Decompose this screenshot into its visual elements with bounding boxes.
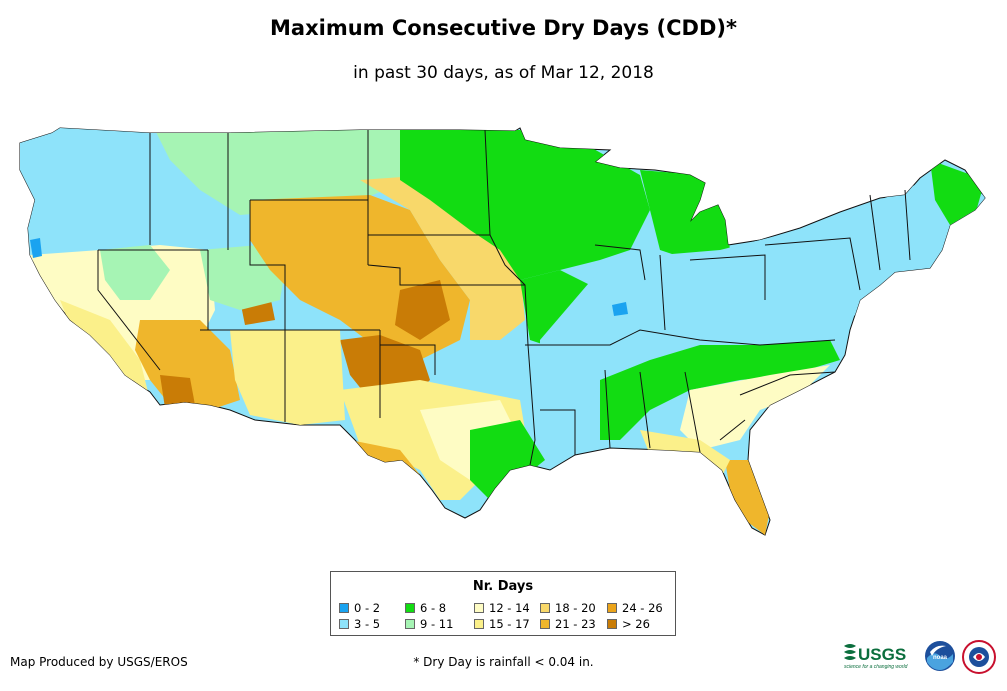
zone-florida-21-23 (725, 460, 770, 535)
legend: Nr. Days 0 - 2 3 - 5 6 - 8 9 - 11 12 - 1… (330, 571, 676, 636)
footnote: * Dry Day is rainfall < 0.04 in. (413, 655, 594, 669)
legend-swatch (405, 603, 415, 613)
zone-carolinas-12-14 (680, 365, 830, 450)
zone-montana-9-11 (150, 128, 420, 215)
legend-item-0-2: 0 - 2 (339, 602, 380, 615)
zone-california-0-2 (30, 238, 42, 258)
zone-utah-9-11 (200, 245, 285, 310)
legend-title: Nr. Days (472, 579, 534, 594)
zone-kansas-over-26 (395, 280, 450, 340)
state-boundaries (97, 129, 911, 466)
nws-logo (962, 640, 996, 674)
legend-swatch (540, 603, 550, 613)
zone-ohio-valley-3-5 (540, 170, 985, 460)
legend-swatch (540, 619, 550, 629)
legend-swatch (474, 603, 484, 613)
legend-item-15-17: 15 - 17 (474, 618, 530, 631)
legend-item-21-23: 21 - 23 (540, 618, 596, 631)
legend-swatch (474, 619, 484, 629)
legend-item-over-26: > 26 (607, 618, 650, 631)
legend-label: 18 - 20 (555, 601, 596, 615)
legend-label: 21 - 23 (555, 617, 596, 631)
legend-item-6-8: 6 - 8 (405, 602, 446, 615)
legend-label: 3 - 5 (354, 617, 381, 631)
legend-item-18-20: 18 - 20 (540, 602, 596, 615)
zone-plains-18-20 (360, 175, 525, 340)
legend-item-24-26: 24 - 26 (607, 602, 663, 615)
legend-label: 12 - 14 (489, 601, 530, 615)
zone-southwest-15-17 (60, 300, 150, 400)
zone-east-texas-6-8 (470, 420, 545, 500)
usgs-tagline: science for a changing world (844, 664, 908, 670)
zone-southeast-6-8 (600, 340, 840, 440)
legend-swatch (339, 603, 349, 613)
zone-arizona-over-26 (160, 375, 195, 408)
zone-illinois-0-2 (612, 302, 628, 316)
usgs-logo: USGS science for a changing world (844, 644, 908, 670)
legend-swatch (339, 619, 349, 629)
legend-label: 9 - 11 (420, 617, 454, 631)
zone-new-mexico-15-17 (230, 330, 345, 425)
legend-swatch (405, 619, 415, 629)
legend-label: 24 - 26 (622, 601, 663, 615)
map-subtitle: in past 30 days, as of Mar 12, 2018 (353, 63, 654, 83)
usgs-wave-icon (844, 644, 856, 660)
legend-swatch (607, 619, 617, 629)
legend-swatch (607, 603, 617, 613)
noaa-logo-text: noaa (933, 655, 948, 661)
legend-label: 6 - 8 (420, 601, 447, 615)
map-credit: Map Produced by USGS/EROS (10, 655, 188, 669)
legend-label: 0 - 2 (354, 601, 381, 615)
usgs-logo-text: USGS (858, 645, 906, 664)
legend-item-9-11: 9 - 11 (405, 618, 453, 631)
map-title: Maximum Consecutive Dry Days (CDD)* (270, 16, 737, 40)
legend-label: > 26 (622, 617, 650, 631)
zone-upper-midwest-6-8 (400, 130, 650, 280)
legend-item-3-5: 3 - 5 (339, 618, 380, 631)
legend-item-12-14: 12 - 14 (474, 602, 530, 615)
zone-nevada-9-11 (100, 245, 170, 300)
zone-arizona-21-23 (135, 320, 240, 410)
legend-label: 15 - 17 (489, 617, 530, 631)
noaa-logo: noaa (925, 641, 955, 671)
